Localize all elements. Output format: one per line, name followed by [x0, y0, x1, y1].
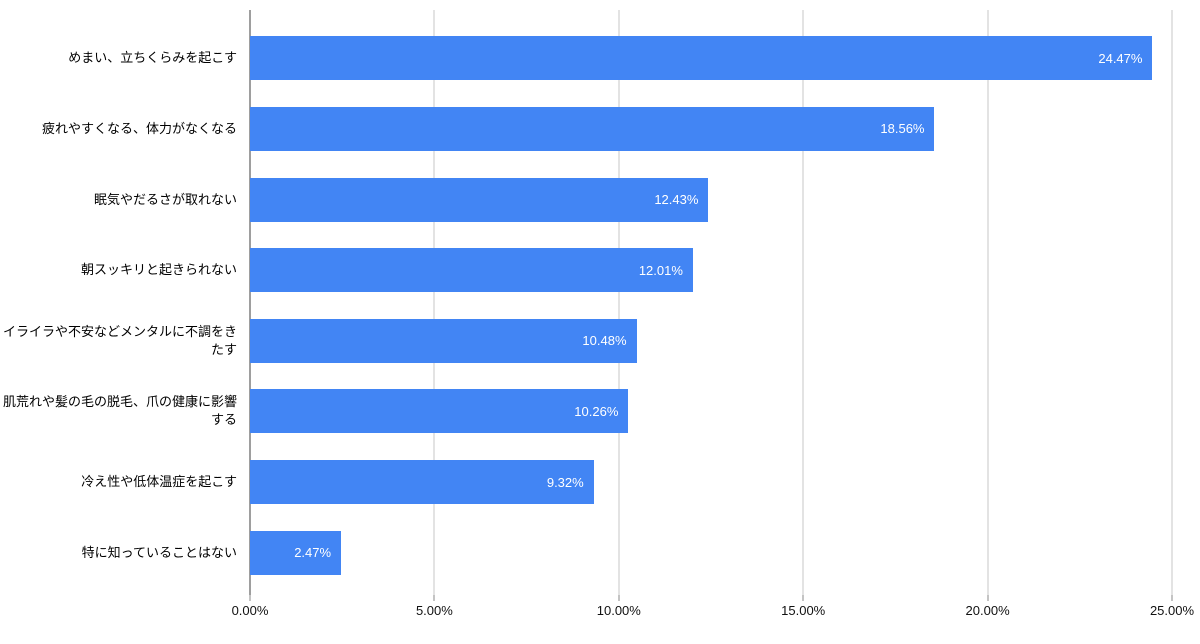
- bar: 10.26%: [250, 389, 629, 434]
- x-axis-tick-label: 5.00%: [415, 603, 453, 618]
- bar: 10.48%: [250, 318, 637, 363]
- bar: 2.47%: [250, 530, 342, 575]
- gridlines: [249, 10, 1173, 595]
- chart-row: 冷え性や低体温症を起こす 9.32%: [0, 447, 1172, 518]
- bar-value-label: 10.48%: [582, 333, 627, 349]
- tick-mark: [249, 595, 251, 601]
- bar-value-label: 12.43%: [654, 192, 699, 208]
- x-axis-tick-label: 15.00%: [781, 603, 826, 618]
- bar-value-label: 10.26%: [574, 403, 619, 419]
- gridline: [1171, 10, 1173, 595]
- tick-mark: [986, 595, 989, 601]
- gridline: [802, 10, 805, 595]
- chart-row: 眠気やだるさが取れない 12.43%: [0, 164, 1172, 235]
- gridline: [433, 10, 436, 595]
- gridline: [986, 10, 989, 595]
- category-label: 眠気やだるさが取れない: [93, 191, 237, 207]
- chart-rows: めまい、立ちくらみを起こす 24.47% 疲れやすくなる、体力がなくなる 18.56%…: [0, 23, 1172, 588]
- category-label: 冷え性や低体温症を起こす: [81, 474, 237, 490]
- bar-track: 24.47%: [250, 36, 1172, 81]
- chart-row: 特に知っていることはない 2.47%: [0, 517, 1172, 588]
- chart-row: 疲れやすくなる、体力がなくなる 18.56%: [0, 94, 1172, 165]
- category-label: イライラや不安などメンタルに不調をきたす: [2, 323, 237, 357]
- bar-track: 9.32%: [250, 460, 1172, 505]
- x-axis: 0.00% 5.00% 10.00% 15.00% 20.00% 25.00%: [232, 603, 1194, 625]
- tick-mark: [433, 595, 436, 601]
- chart-row: 朝スッキリと起きられない 12.01%: [0, 235, 1172, 306]
- bar-value-label: 9.32%: [546, 474, 584, 490]
- category-label: 特に知っていることはない: [81, 544, 237, 560]
- bar-value-label: 24.47%: [1098, 50, 1143, 66]
- bar: 9.32%: [250, 460, 594, 505]
- bar: 24.47%: [250, 36, 1153, 81]
- bar-track: 10.48%: [250, 318, 1172, 363]
- tick-mark: [1171, 595, 1173, 601]
- category-label: 肌荒れや髪の毛の脱毛、爪の健康に影響する: [2, 394, 237, 428]
- chart-row: 肌荒れや髪の毛の脱毛、爪の健康に影響する 10.26%: [0, 376, 1172, 447]
- x-axis-tick-label: 0.00%: [231, 603, 269, 618]
- chart-row: めまい、立ちくらみを起こす 24.47%: [0, 23, 1172, 94]
- bar-track: 10.26%: [250, 389, 1172, 434]
- tick-mark: [617, 595, 620, 601]
- bar-value-label: 18.56%: [880, 121, 925, 137]
- bar-track: 12.43%: [250, 177, 1172, 222]
- bar: 12.43%: [250, 177, 709, 222]
- x-axis-tick-label: 20.00%: [965, 603, 1010, 618]
- category-label: 疲れやすくなる、体力がなくなる: [41, 120, 237, 136]
- bar-track: 18.56%: [250, 106, 1172, 151]
- bar-track: 2.47%: [250, 530, 1172, 575]
- x-axis-tick-label: 10.00%: [596, 603, 641, 618]
- x-axis-tick-label: 25.00%: [1149, 603, 1195, 618]
- category-label: めまい、立ちくらみを起こす: [68, 50, 237, 66]
- bar: 18.56%: [250, 106, 935, 151]
- chart-row: イライラや不安などメンタルに不調をきたす 10.48%: [0, 306, 1172, 377]
- bar-value-label: 2.47%: [294, 545, 332, 561]
- x-axis-ticks: [249, 595, 1173, 601]
- bar-value-label: 12.01%: [638, 262, 683, 278]
- tick-mark: [802, 595, 805, 601]
- gridline: [617, 10, 620, 595]
- y-axis-baseline: [249, 10, 251, 595]
- category-label: 朝スッキリと起きられない: [80, 262, 237, 278]
- bar-track: 12.01%: [250, 248, 1172, 293]
- bar: 12.01%: [250, 248, 693, 293]
